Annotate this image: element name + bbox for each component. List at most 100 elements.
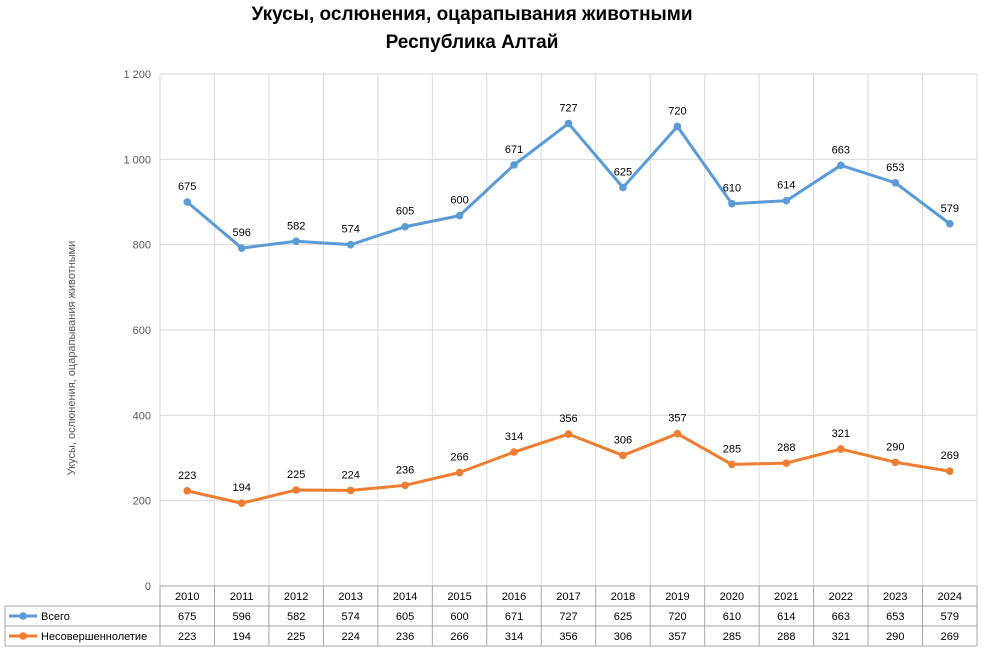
- data-label: 306: [614, 434, 632, 446]
- data-point: [673, 429, 682, 438]
- x-tick-label: 2022: [829, 591, 853, 603]
- data-label: 610: [723, 183, 741, 195]
- data-label: 224: [341, 469, 359, 481]
- data-point: [619, 183, 627, 192]
- data-label: 269: [941, 450, 959, 462]
- data-point: [728, 199, 736, 208]
- table-cell: 269: [941, 631, 959, 643]
- data-point: [564, 430, 573, 438]
- data-label: 356: [559, 413, 577, 425]
- y-tick-label: 400: [133, 410, 151, 422]
- table-cell: 610: [723, 611, 741, 623]
- data-point: [237, 499, 246, 508]
- data-point: [237, 244, 246, 252]
- table-cell: 614: [777, 611, 795, 623]
- x-tick-label: 2015: [447, 591, 471, 603]
- data-label: 600: [450, 195, 468, 207]
- data-point: [945, 467, 954, 476]
- table-cell: 285: [723, 631, 741, 643]
- x-tick-label: 2018: [611, 591, 635, 603]
- data-point: [619, 451, 627, 460]
- data-label: 675: [178, 181, 196, 193]
- data-label: 582: [287, 220, 305, 232]
- x-tick-label: 2011: [230, 591, 254, 603]
- x-tick-label: 2017: [556, 591, 580, 603]
- data-point: [346, 486, 355, 495]
- table-cell: 321: [832, 631, 850, 643]
- data-point: [455, 211, 464, 220]
- data-point: [945, 219, 954, 228]
- data-point: [401, 481, 409, 490]
- data-label: 357: [668, 413, 686, 425]
- data-label: 574: [341, 224, 359, 236]
- data-label: 653: [886, 162, 904, 174]
- table-cell: 727: [559, 611, 577, 623]
- table-cell: 653: [886, 611, 904, 623]
- table-cell: 225: [287, 631, 305, 643]
- x-tick-label: 2013: [338, 591, 362, 603]
- data-label: 225: [287, 469, 305, 481]
- data-label: 288: [777, 442, 795, 454]
- data-label: 579: [941, 203, 959, 215]
- data-point: [510, 448, 518, 456]
- table-cell: 236: [396, 631, 414, 643]
- chart-subtitle: Республика Алтай: [385, 32, 559, 53]
- data-label: 266: [450, 452, 468, 464]
- x-tick-label: 2019: [665, 591, 689, 603]
- data-point: [183, 487, 192, 495]
- table-cell: 306: [614, 631, 632, 643]
- data-label: 236: [396, 464, 414, 476]
- y-tick-label: 200: [133, 496, 151, 508]
- data-label: 314: [505, 431, 523, 443]
- data-label: 290: [886, 441, 904, 453]
- y-tick-label: 800: [133, 240, 151, 252]
- data-point: [891, 458, 900, 467]
- legend-label: Несовершеннолетие: [41, 631, 147, 643]
- y-tick-label: 0: [145, 581, 151, 593]
- x-tick-label: 2023: [883, 591, 907, 603]
- data-point: [564, 119, 573, 128]
- table-cell: 596: [233, 611, 251, 623]
- data-label: 605: [396, 206, 414, 218]
- table-cell: 574: [341, 611, 359, 623]
- data-label: 663: [832, 144, 850, 156]
- x-tick-label: 2021: [774, 591, 798, 603]
- table-cell: 663: [832, 611, 850, 623]
- table-cell: 357: [668, 631, 686, 643]
- data-label: 625: [614, 166, 632, 178]
- table-cell: 288: [777, 631, 795, 643]
- data-label: 720: [668, 105, 686, 117]
- data-point: [346, 240, 355, 249]
- data-point: [292, 237, 300, 246]
- x-tick-label: 2016: [502, 591, 526, 603]
- table-cell: 625: [614, 611, 632, 623]
- data-label: 614: [777, 180, 795, 192]
- table-cell: 605: [396, 611, 414, 623]
- data-point: [401, 222, 409, 231]
- data-point: [455, 468, 464, 477]
- x-tick-label: 2010: [175, 591, 199, 603]
- data-point: [292, 486, 300, 494]
- y-tick-label: 600: [133, 325, 151, 337]
- table-cell: 223: [178, 631, 196, 643]
- table-cell: 194: [233, 631, 251, 643]
- data-label: 194: [233, 482, 251, 494]
- table-cell: 582: [287, 611, 305, 623]
- table-cell: 224: [341, 631, 359, 643]
- x-tick-label: 2020: [720, 591, 744, 603]
- data-point: [673, 122, 682, 131]
- x-tick-label: 2014: [393, 591, 417, 603]
- table-cell: 290: [886, 631, 904, 643]
- table-cell: 356: [559, 631, 577, 643]
- data-label: 321: [832, 428, 850, 440]
- y-tick-label: 1 200: [123, 69, 151, 81]
- table-cell: 720: [668, 611, 686, 623]
- data-label: 727: [559, 102, 577, 114]
- data-point: [891, 179, 900, 187]
- data-label: 596: [233, 227, 251, 239]
- table-cell: 675: [178, 611, 196, 623]
- data-label: 285: [723, 443, 741, 455]
- table-cell: 600: [450, 611, 468, 623]
